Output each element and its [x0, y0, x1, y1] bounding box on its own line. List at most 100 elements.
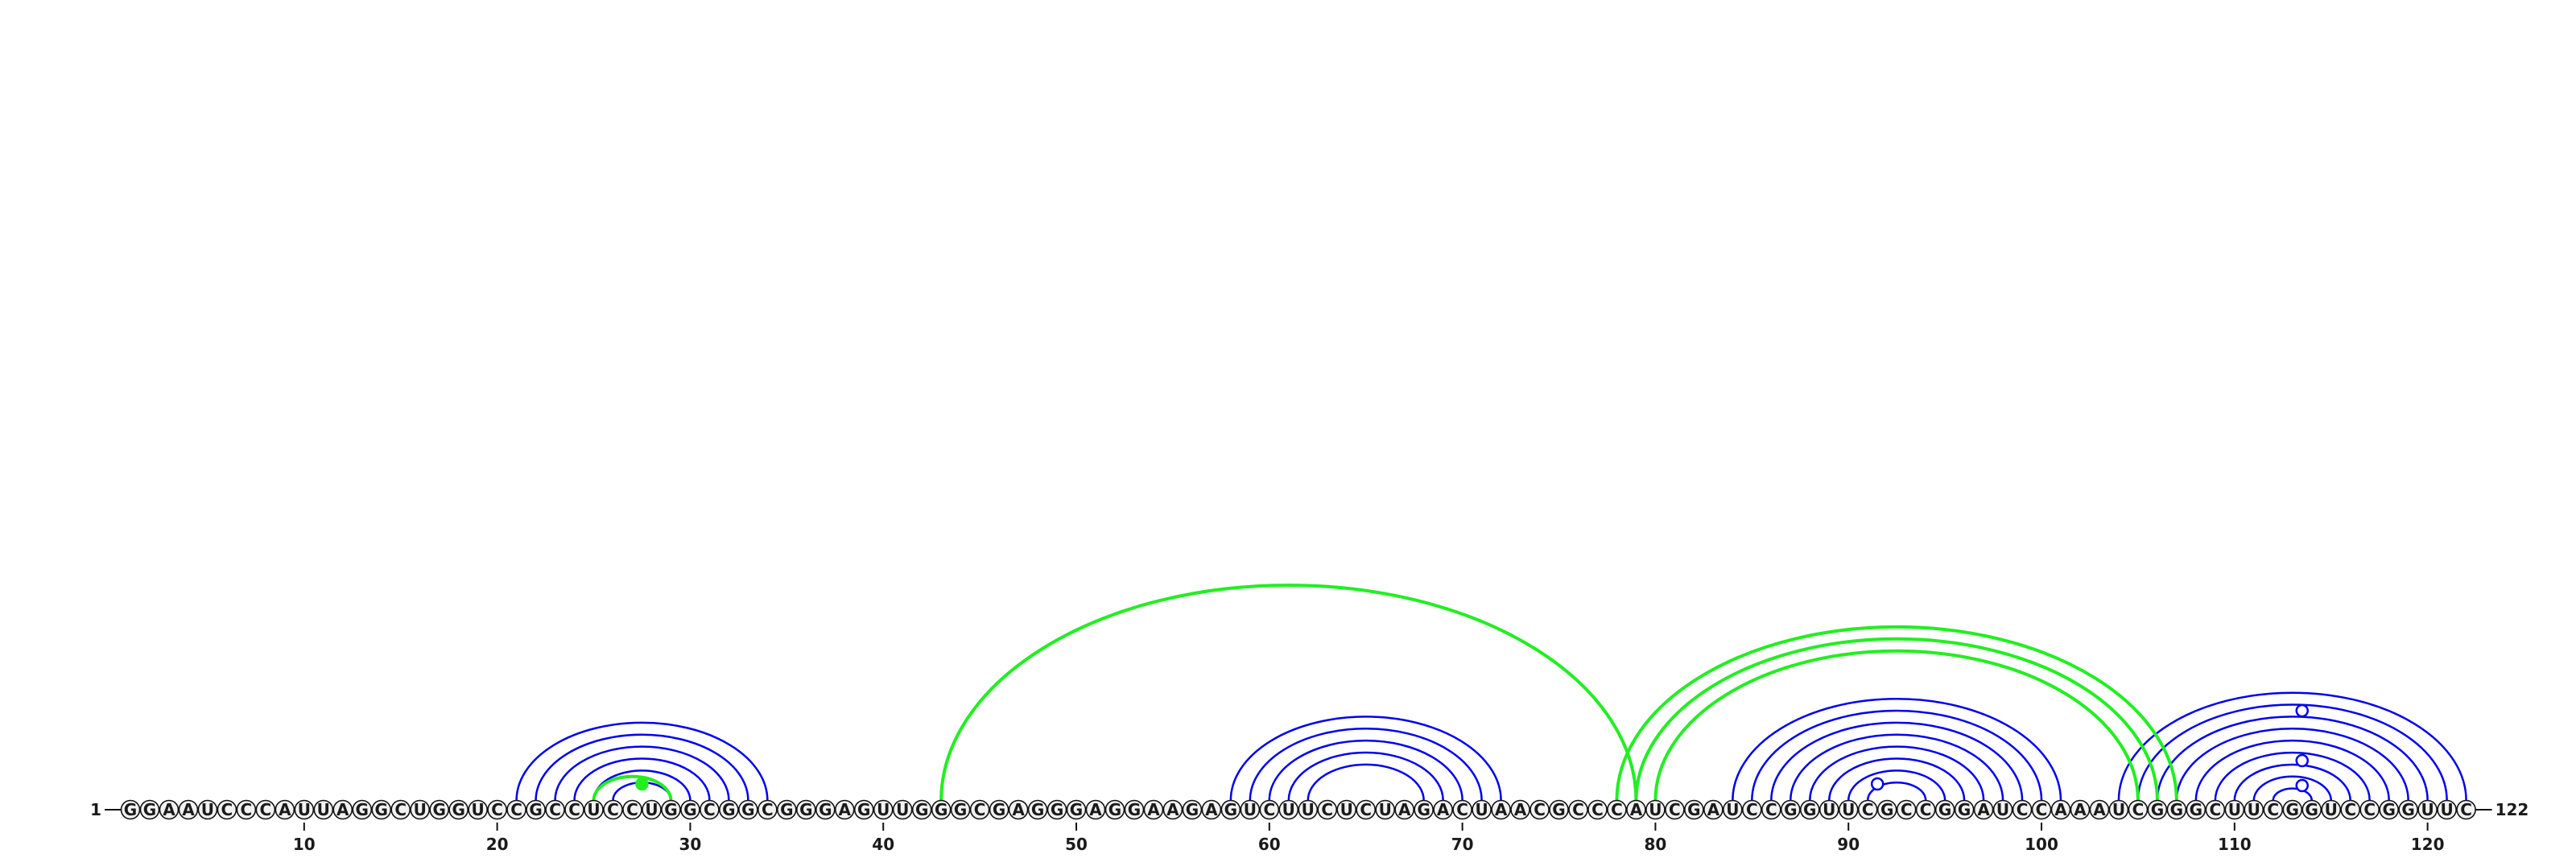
nucleotide: G — [1876, 799, 1897, 820]
nucleotide-letter: G — [819, 800, 832, 819]
nucleotide-letter: C — [1746, 800, 1758, 819]
nucleotide-letter: G — [722, 800, 735, 819]
nucleotide-letter: C — [241, 800, 253, 819]
nucleotide: G — [2186, 799, 2207, 820]
nucleotide-letter: C — [1901, 800, 1913, 819]
nucleotide: G — [448, 799, 469, 820]
nucleotide-circle — [2359, 799, 2380, 820]
nucleotide-circle — [217, 799, 237, 820]
nucleotide-circle — [1336, 799, 1357, 820]
nucleotide-circle — [294, 799, 315, 820]
nucleotide-circle — [642, 799, 662, 820]
nucleotide-letter: C — [394, 800, 407, 819]
nucleotide-circle — [911, 799, 932, 820]
nucleotide: G — [1220, 799, 1241, 820]
base-pair-arc — [1751, 709, 2043, 801]
nucleotide-circle — [1356, 799, 1377, 820]
tick-label: 40 — [872, 835, 894, 854]
nucleotide: C — [2263, 799, 2284, 820]
base-pair-arc — [573, 757, 711, 801]
nucleotide-letter: A — [839, 800, 852, 819]
nucleotide: A — [1201, 799, 1222, 820]
nucleotide: C — [1587, 799, 1608, 820]
nucleotide: C — [1742, 799, 1762, 820]
nucleotide: U — [468, 799, 488, 820]
nucleotide-letter: U — [1302, 800, 1315, 819]
nucleotide-circle — [1433, 799, 1453, 820]
base-pair-arc — [535, 733, 749, 801]
nucleotide-circle — [429, 799, 449, 820]
nucleotide-letter: C — [607, 800, 619, 819]
nucleotide: G — [2379, 799, 2399, 820]
nucleotide-circle — [834, 799, 855, 820]
pseudoknot-arc — [1615, 625, 2178, 801]
nucleotide: C — [217, 799, 237, 820]
nucleotide-circle — [1780, 799, 1801, 820]
nucleotide-circle — [795, 799, 816, 820]
nucleotide-letter: C — [1611, 800, 1623, 819]
tick-label: 70 — [1451, 835, 1474, 854]
nucleotide-circle — [2301, 799, 2322, 820]
nucleotide: A — [834, 799, 855, 820]
nucleotide-circle — [931, 799, 952, 820]
nucleotide: G — [815, 799, 836, 820]
nucleotide-letter: C — [974, 800, 986, 819]
nucleotide-letter: U — [1726, 800, 1739, 819]
nucleotide-circle — [352, 799, 373, 820]
nucleotide: C — [700, 799, 720, 820]
nucleotide-letter: C — [1456, 800, 1468, 819]
base-pair-arc — [1732, 697, 2062, 801]
nucleotide: C — [969, 799, 990, 820]
nucleotide-letter: C — [2267, 800, 2279, 819]
nucleotide-circle — [1568, 799, 1588, 820]
nucleotide: G — [2301, 799, 2322, 820]
nucleotide-letter: U — [1379, 800, 1392, 819]
nucleotide: C — [1568, 799, 1588, 820]
nucleotide-letter: G — [1784, 800, 1797, 819]
nucleotide-circle — [2186, 799, 2207, 820]
nucleotide: G — [526, 799, 546, 820]
nucleotide-letter: A — [1977, 800, 1990, 819]
nucleotide-letter: C — [762, 800, 774, 819]
nucleotide: C — [236, 799, 257, 820]
nucleotide-circle — [1607, 799, 1627, 820]
base-pair-arc — [1847, 769, 1946, 801]
nucleotide-letter: C — [626, 800, 638, 819]
nucleotide-circle — [758, 799, 778, 820]
base-pair-arc — [2272, 787, 2313, 801]
nucleotide-letter: G — [664, 800, 677, 819]
nucleotide-circle — [815, 799, 836, 820]
nucleotide-circle — [1954, 799, 1975, 820]
nucleotide-letter: G — [2151, 800, 2164, 819]
nucleotide-circle — [2437, 799, 2457, 820]
tick-label: 10 — [293, 835, 316, 854]
base-pair-arc — [2136, 703, 2448, 801]
nucleotide-letter: U — [1823, 800, 1835, 819]
nucleotide: U — [2437, 799, 2457, 820]
base-pair-arc — [1866, 782, 1927, 801]
nucleotide: A — [275, 799, 295, 820]
marker-layer — [635, 703, 2309, 793]
nucleotide-letter: G — [1031, 800, 1044, 819]
nucleotide: A — [1491, 799, 1511, 820]
nucleotide-circle — [2321, 799, 2342, 820]
nucleotide: A — [178, 799, 199, 820]
base-pair-arc — [1268, 739, 1463, 801]
nucleotide-circle — [1085, 799, 1106, 820]
nucleotide: U — [2224, 799, 2245, 820]
nucleotide-circle — [2031, 799, 2052, 820]
nucleotide: C — [1452, 799, 1472, 820]
nucleotide: U — [2244, 799, 2264, 820]
nucleotide-letter: U — [2112, 800, 2125, 819]
nucleotide: C — [603, 799, 623, 820]
nucleotide-circle — [159, 799, 180, 820]
nucleotide-circle — [390, 799, 411, 820]
nucleotide: G — [1066, 799, 1087, 820]
base-pair-arc — [1790, 733, 2004, 801]
nucleotide-letter: G — [915, 800, 928, 819]
base-pair-arc — [2214, 751, 2371, 801]
nucleotide: A — [1973, 799, 1994, 820]
nucleotide-circle — [468, 799, 488, 820]
base-pair-arc — [1307, 763, 1425, 801]
